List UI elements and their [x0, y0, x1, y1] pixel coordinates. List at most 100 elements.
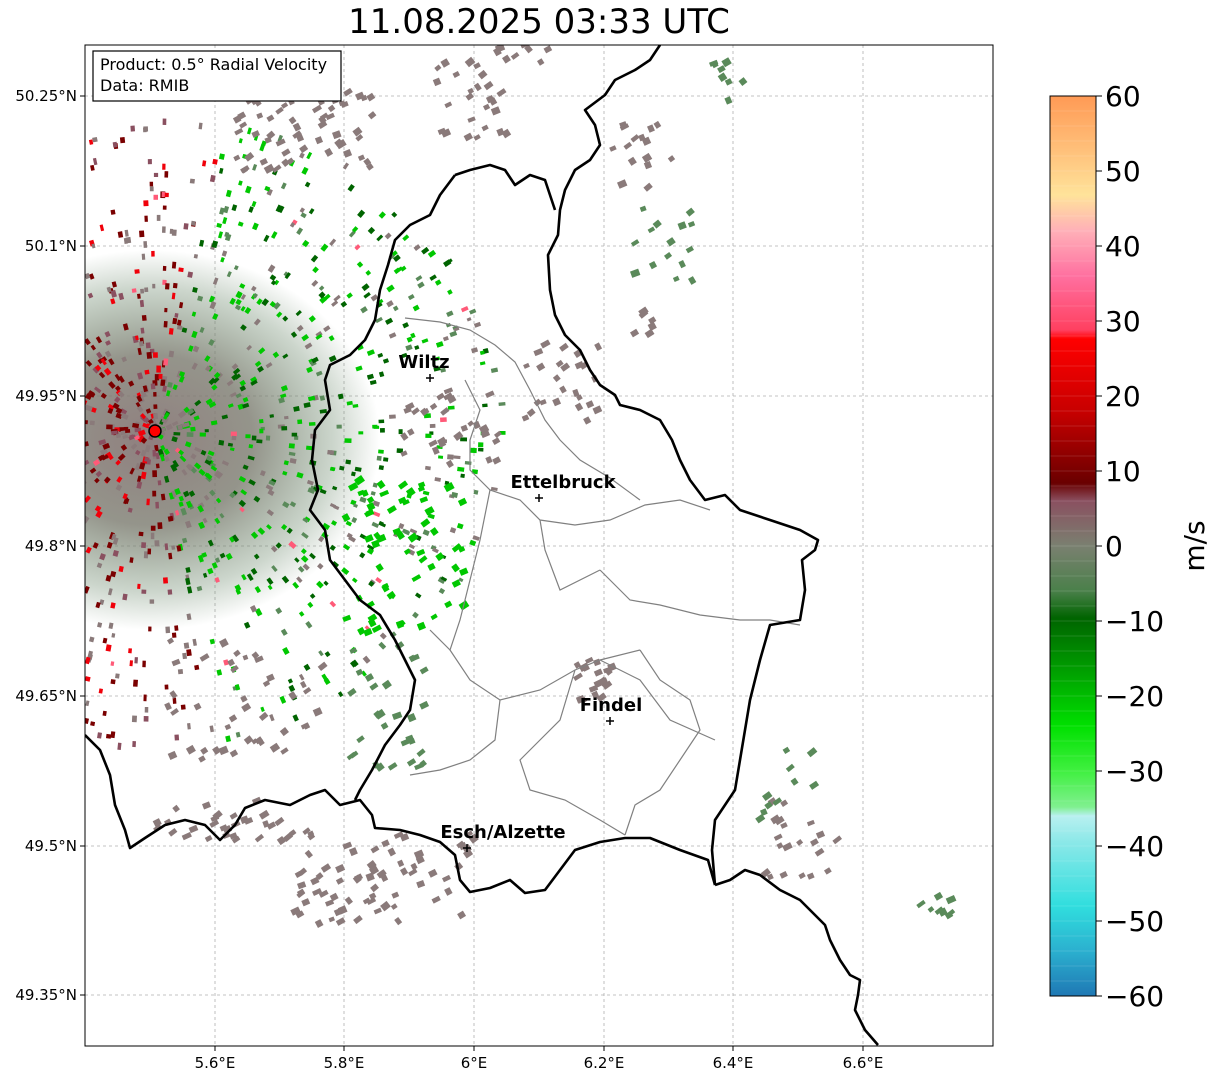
- radar-echo-pixel: [186, 432, 194, 437]
- lon-label: 6.2°E: [584, 1054, 625, 1072]
- radar-echo-pixel: [98, 439, 107, 446]
- radar-echo-pixel: [85, 359, 93, 367]
- radar-echo-pixel: [312, 888, 323, 897]
- radar-echo-pixel: [217, 231, 224, 239]
- radar-echo-pixel: [298, 611, 305, 617]
- radar-echo-pixel: [186, 649, 192, 657]
- radar-echo-pixel: [172, 384, 178, 391]
- radar-echo-pixel: [491, 437, 501, 445]
- radar-echo-pixel: [227, 403, 234, 408]
- radar-echo-pixel: [183, 642, 190, 649]
- radar-echo-pixel: [143, 551, 149, 559]
- colorbar-tick-label: 60: [1105, 80, 1141, 113]
- radar-echo-pixel: [576, 696, 584, 704]
- radar-echo-pixel: [325, 112, 335, 121]
- radar-echo-pixel: [243, 621, 251, 629]
- radar-echo-pixel: [310, 254, 319, 263]
- radar-echo-pixel: [724, 96, 733, 105]
- radar-echo-pixel: [171, 490, 177, 498]
- radar-echo-pixel: [176, 319, 182, 326]
- radar-echo-pixel: [145, 342, 151, 349]
- colorbar-tick-label: −40: [1105, 830, 1164, 863]
- radar-echo-pixel: [151, 250, 155, 257]
- radar-echo-pixel: [291, 432, 298, 437]
- radar-echo-pixel: [88, 273, 95, 280]
- radar-echo-pixel: [92, 136, 98, 143]
- radar-echo-pixel: [111, 430, 118, 435]
- radar-echo-pixel: [140, 327, 145, 334]
- radar-echo-pixel: [354, 466, 362, 472]
- radar-echo-pixel: [230, 665, 239, 674]
- radar-echo-pixel: [438, 440, 447, 448]
- radar-echo-pixel: [99, 599, 105, 606]
- radar-echo-pixel: [346, 400, 353, 406]
- radar-echo-pixel: [341, 513, 351, 523]
- radar-echo-pixel: [114, 373, 121, 382]
- radar-echo-pixel: [230, 431, 237, 437]
- radar-echo-pixel: [111, 633, 116, 638]
- radar-echo-pixel: [304, 516, 311, 523]
- radar-echo-pixel: [85, 393, 93, 400]
- radar-echo-pixel: [256, 112, 264, 119]
- radar-echo-pixel: [155, 463, 160, 469]
- radar-echo-pixel: [190, 453, 197, 460]
- radar-echo-pixel: [284, 415, 289, 420]
- radar-echo-pixel: [97, 454, 106, 462]
- radar-echo-pixel: [107, 588, 113, 596]
- radar-echo-pixel: [246, 344, 253, 351]
- radar-echo-pixel: [453, 455, 461, 460]
- radar-echo-pixel: [453, 326, 460, 332]
- radar-echo-pixel: [210, 420, 218, 426]
- radar-echo-pixel: [485, 456, 493, 464]
- radar-echo-pixel: [307, 395, 316, 402]
- radar-echo-pixel: [160, 379, 166, 387]
- radar-echo-pixel: [259, 157, 268, 166]
- radar-echo-pixel: [148, 626, 152, 632]
- radar-echo-pixel: [281, 158, 290, 167]
- radar-echo-pixel: [351, 577, 358, 584]
- radar-echo-pixel: [101, 454, 109, 461]
- radar-echo-pixel: [440, 58, 450, 68]
- radar-echo-pixel: [234, 304, 242, 311]
- radar-echo-pixel: [218, 439, 225, 446]
- radar-echo-pixel: [299, 680, 307, 689]
- radar-echo-pixel: [307, 487, 316, 495]
- radar-echo-pixel: [143, 241, 148, 248]
- radar-echo-pixel: [260, 706, 265, 712]
- radar-echo-pixel: [470, 447, 477, 454]
- radar-echo-pixel: [188, 490, 196, 497]
- radar-echo-pixel: [302, 517, 309, 523]
- radar-echo-pixel: [282, 470, 288, 476]
- radar-echo-pixel: [105, 644, 112, 652]
- radar-echo-pixel: [371, 521, 380, 529]
- radar-echo-pixel: [933, 891, 944, 901]
- radar-echo-pixel: [685, 245, 694, 254]
- radar-echo-pixel: [85, 441, 89, 447]
- radar-echo-pixel: [263, 163, 275, 174]
- radar-echo-pixel: [762, 791, 773, 802]
- radar-echo-pixel: [430, 613, 438, 621]
- radar-echo-pixel: [371, 539, 381, 549]
- radar-echo-pixel: [240, 305, 246, 312]
- radar-echo-pixel: [300, 548, 307, 555]
- radar-echo-pixel: [460, 306, 469, 313]
- radar-echo-pixel: [711, 61, 719, 69]
- radar-echo-pixel: [107, 407, 114, 415]
- radar-echo-pixel: [417, 281, 425, 289]
- radar-echo-pixel: [165, 390, 171, 397]
- radar-echo-pixel: [492, 456, 502, 465]
- radar-echo-pixel: [427, 249, 437, 258]
- radar-echo-pixel: [630, 239, 640, 247]
- city-label-esch-alzette: Esch/Alzette: [440, 822, 565, 843]
- radar-echo-pixel: [85, 676, 91, 682]
- radar-echo-pixel: [174, 488, 181, 495]
- radar-echo-pixel: [141, 542, 147, 549]
- radar-echo-pixel: [429, 527, 439, 536]
- radar-echo-pixel: [258, 809, 270, 820]
- radar-echo-pixel: [559, 385, 567, 394]
- radar-echo-pixel: [409, 528, 418, 535]
- radar-echo-pixel: [198, 468, 206, 476]
- radar-echo-pixel: [266, 821, 277, 830]
- radar-echo-pixel: [401, 499, 410, 506]
- radar-echo-pixel: [393, 254, 401, 262]
